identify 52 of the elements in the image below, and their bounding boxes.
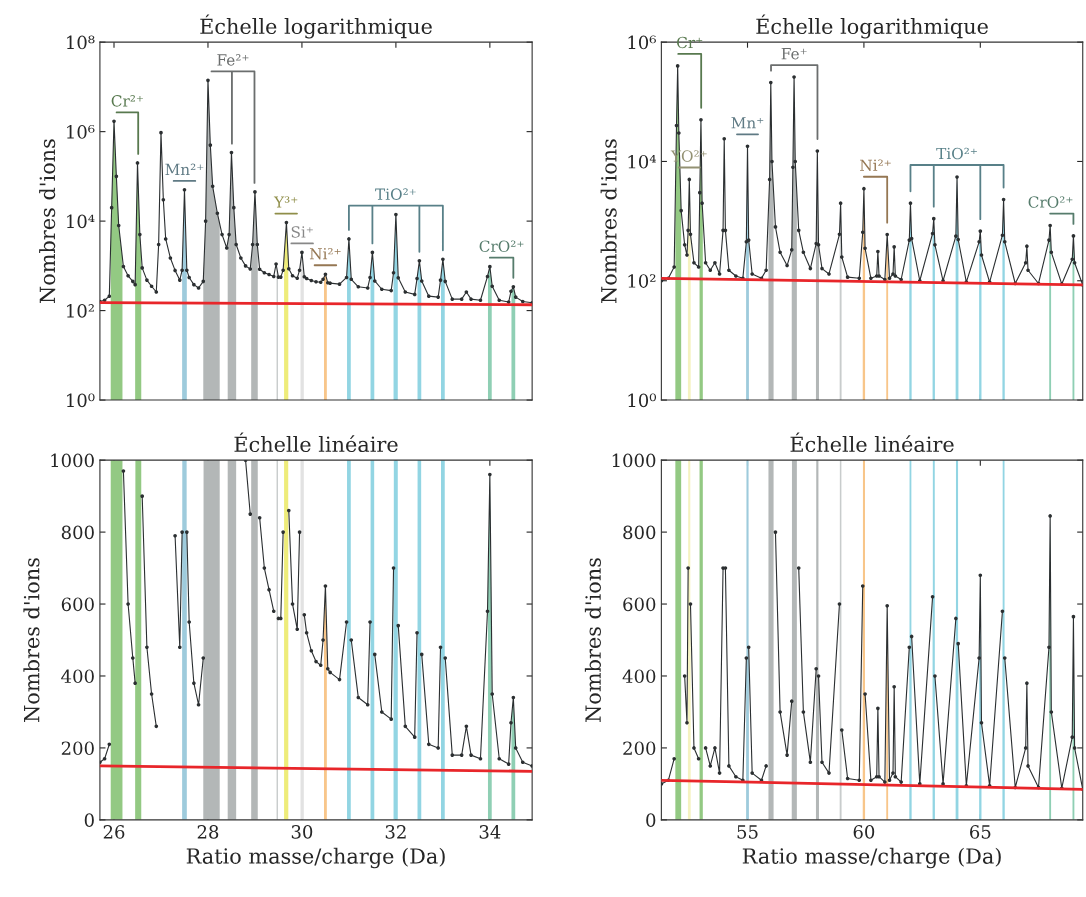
x-tick-label: 26 (103, 825, 125, 839)
y-tick-label: 200 (61, 741, 94, 756)
y-tick-label: 200 (623, 741, 656, 756)
y-tick-label: 1000 (612, 453, 656, 468)
y-axis-title: Nombres d'ions (39, 139, 56, 304)
band-label: Ni²⁺ (309, 247, 341, 260)
chart-title: Échelle logarithmique (756, 14, 988, 39)
x-axis-title: Ratio masse/charge (Da) (186, 847, 445, 869)
y-tick-label: 10⁶ (628, 35, 656, 50)
y-tick-label: 0 (84, 813, 94, 827)
y-tick-label: 10² (628, 274, 656, 288)
y-tick-label: 1000 (51, 453, 94, 468)
band-label: Mn²⁺ (165, 163, 204, 175)
y-axis-title: Nombres d'ions (23, 558, 40, 722)
band-label: Ni²⁺ (860, 159, 891, 171)
x-tick-label: 34 (479, 825, 501, 839)
band-label: Mn⁺ (731, 117, 764, 129)
y-tick-label: 400 (622, 669, 656, 684)
y-tick-label: 10⁸ (67, 35, 95, 50)
band-label: CrO²⁺ (479, 240, 524, 252)
band-label: Fe⁺ (781, 48, 807, 60)
band-label: Cr²⁺ (111, 95, 143, 107)
chart-title: Échelle logarithmique (200, 14, 432, 39)
y-tick-label: 800 (61, 525, 94, 540)
y-axis-title: Nombres d'ions (600, 139, 617, 304)
chart-title: Échelle linéaire (790, 432, 954, 453)
x-tick-label: 60 (853, 825, 875, 839)
y-tick-label: 10⁴ (67, 214, 95, 229)
band-label: TiO²⁺ (936, 147, 977, 160)
y-tick-label: 10⁰ (628, 393, 657, 408)
y-tick-label: 10⁴ (628, 154, 656, 169)
chart-title: Échelle linéaire (234, 432, 398, 453)
y-tick-label: 600 (61, 597, 94, 612)
y-tick-label: 0 (646, 813, 656, 827)
band-label: TiO²⁺ (375, 188, 416, 200)
x-tick-label: 55 (737, 825, 758, 839)
y-tick-label: 10⁶ (67, 125, 95, 139)
x-axis-title: Ratio masse/charge (Da) (742, 847, 1001, 869)
y-tick-label: 10⁰ (67, 393, 95, 408)
band-label: Y³⁺ (273, 196, 298, 208)
band-label: Si⁺ (291, 226, 313, 238)
y-tick-label: 800 (623, 525, 656, 540)
y-tick-label: 10² (67, 304, 94, 318)
band-label: CrO²⁺ (1028, 196, 1073, 208)
y-tick-label: 400 (61, 669, 94, 684)
x-tick-label: 32 (385, 825, 406, 839)
y-tick-label: 600 (623, 597, 656, 612)
band-label: Fe²⁺ (217, 54, 249, 66)
x-tick-label: 28 (197, 825, 219, 839)
y-axis-title: Nombres d'ions (584, 558, 601, 722)
x-tick-label: 30 (291, 825, 313, 839)
x-tick-label: 65 (970, 825, 991, 839)
